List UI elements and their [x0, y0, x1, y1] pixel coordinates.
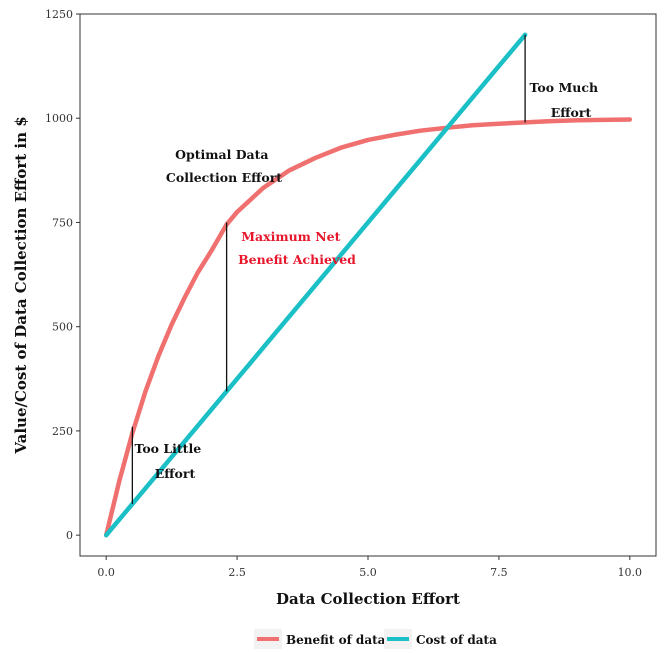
x-axis-title: Data Collection Effort: [276, 590, 460, 608]
annotation-optimal: Optimal Data Collection Effort: [166, 147, 282, 185]
annotation-too-much-line-2: Effort: [551, 105, 592, 120]
y-axis: 0 250 500 750 1000 1250: [45, 8, 80, 542]
annotation-max-net-line-1: Maximum Net: [241, 229, 340, 244]
annotation-optimal-line-2: Collection Effort: [166, 170, 282, 185]
series-line-cost-of-data: [103, 32, 528, 538]
annotation-segments: [131, 34, 526, 504]
y-axis-title: Value/Cost of Data Collection Effort in …: [12, 116, 30, 454]
annotation-too-little-line-1: Too Little: [134, 441, 201, 456]
y-tick-label: 1000: [45, 112, 73, 125]
legend-label-benefit: Benefit of data: [286, 633, 386, 647]
annotation-too-little-line-2: Effort: [155, 466, 196, 481]
annotation-too-little: Too Little Effort: [134, 441, 205, 481]
series-layer: [103, 32, 633, 538]
x-tick-label: 0.0: [97, 566, 115, 579]
legend: Benefit of data Cost of data: [254, 629, 497, 649]
legend-label-cost: Cost of data: [416, 633, 497, 647]
x-tick-label: 10.0: [618, 566, 643, 579]
y-tick-label: 0: [66, 529, 73, 542]
x-axis: 0.0 2.5 5.0 7.5 10.0: [97, 556, 642, 579]
y-tick-label: 1250: [45, 8, 73, 21]
annotation-too-much: Too Much Effort: [530, 80, 603, 120]
series-line-benefit-of-data: [103, 117, 633, 538]
annotation-optimal-line-1: Optimal Data: [175, 147, 268, 162]
annotation-max-net-line-2: Benefit Achieved: [238, 252, 356, 267]
x-tick-label: 2.5: [228, 566, 246, 579]
y-tick-label: 500: [52, 321, 73, 334]
annotation-max-net: Maximum Net Benefit Achieved: [238, 229, 356, 267]
x-tick-label: 7.5: [490, 566, 508, 579]
y-tick-label: 250: [52, 425, 73, 438]
annotation-too-much-line-1: Too Much: [530, 80, 599, 95]
y-tick-label: 750: [52, 216, 73, 229]
x-tick-label: 5.0: [359, 566, 377, 579]
